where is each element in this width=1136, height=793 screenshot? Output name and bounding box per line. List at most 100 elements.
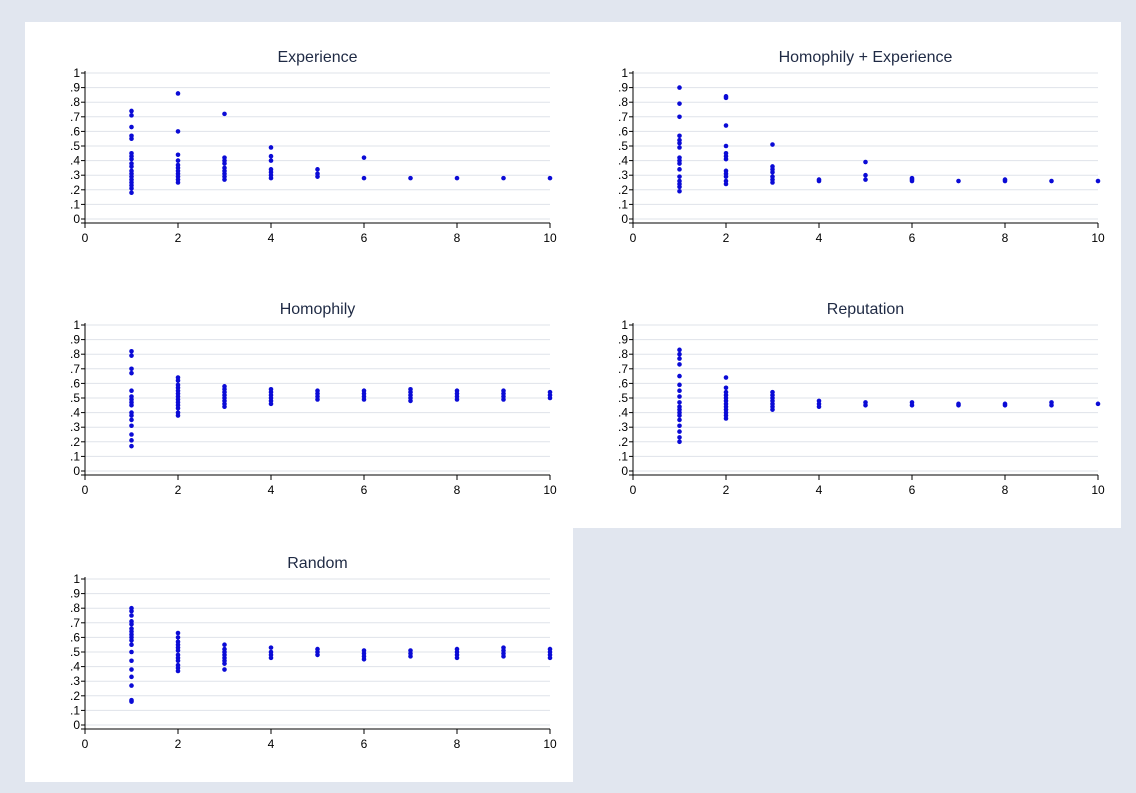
data-point: [175, 630, 181, 636]
data-point: [268, 645, 274, 650]
data-point: [677, 404, 682, 410]
x-tick-label: 4: [268, 483, 275, 497]
data-point: [268, 145, 274, 150]
y-tick-label: 1: [73, 318, 80, 332]
data-point: [175, 662, 181, 668]
data-point: [723, 123, 729, 128]
x-tick-label: 0: [82, 737, 89, 751]
data-point: [863, 159, 868, 165]
data-point: [129, 667, 134, 672]
data-point: [222, 155, 227, 160]
data-point: [677, 356, 682, 361]
data-point: [129, 626, 134, 631]
x-tick-label: 4: [816, 483, 823, 497]
y-tick-label: .5: [70, 645, 80, 659]
data-point: [723, 389, 729, 395]
x-tick-label: 2: [175, 483, 182, 497]
y-tick-label: .8: [618, 95, 628, 109]
y-tick-label: .2: [618, 183, 628, 197]
x-tick-label: 4: [268, 231, 275, 245]
y-tick-label: .7: [70, 110, 80, 124]
x-tick-label: 6: [361, 737, 368, 751]
data-point: [1049, 178, 1054, 184]
data-point: [408, 386, 413, 392]
y-tick-label: .9: [70, 81, 80, 95]
data-point: [175, 410, 181, 415]
y-tick-label: .2: [70, 183, 80, 197]
y-tick-label: .9: [618, 333, 628, 347]
x-tick-label: 2: [723, 483, 730, 497]
data-point: [1049, 400, 1054, 405]
y-tick-label: .7: [70, 616, 80, 630]
data-point: [129, 168, 134, 174]
y-tick-label: .4: [618, 406, 628, 420]
data-point: [547, 646, 553, 652]
x-tick-label: 10: [543, 231, 557, 245]
data-point: [175, 375, 181, 380]
data-point: [175, 162, 181, 168]
y-tick-label: .4: [70, 154, 80, 168]
x-tick-label: 2: [723, 231, 730, 245]
y-tick-label: .8: [70, 601, 80, 615]
data-point: [909, 400, 915, 405]
data-point: [677, 347, 682, 353]
data-point: [129, 353, 134, 358]
chart-title: Homophily + Experience: [779, 49, 953, 66]
y-tick-label: .8: [618, 347, 628, 361]
data-point: [129, 438, 134, 443]
data-point: [677, 174, 682, 179]
y-tick-label: .5: [618, 391, 628, 405]
y-tick-label: .4: [618, 154, 628, 168]
data-point: [222, 111, 227, 117]
x-tick-label: 6: [909, 483, 916, 497]
data-point: [863, 177, 868, 182]
data-point: [222, 165, 227, 171]
data-point: [723, 385, 729, 391]
data-point: [909, 175, 915, 181]
data-point: [408, 175, 413, 181]
data-point: [677, 114, 682, 120]
x-tick-label: 8: [454, 483, 461, 497]
y-tick-label: .7: [618, 362, 628, 376]
data-point: [129, 674, 134, 680]
data-point: [315, 167, 320, 172]
y-tick-label: .6: [70, 376, 80, 390]
data-point: [129, 348, 134, 354]
data-point: [129, 613, 134, 618]
data-point: [677, 382, 682, 388]
data-point: [677, 435, 682, 440]
data-point: [129, 619, 134, 624]
x-tick-label: 6: [909, 231, 916, 245]
data-point: [677, 101, 682, 106]
data-point: [175, 382, 181, 388]
y-tick-label: .1: [70, 449, 80, 463]
y-tick-label: 0: [621, 212, 628, 226]
x-tick-label: 6: [361, 483, 368, 497]
data-point: [129, 394, 134, 399]
y-tick-label: .5: [618, 139, 628, 153]
panel-experience: Experience 0.1.2.3.4.5.6.7.8.9 1 0 2 4 6 8 10: [25, 22, 573, 274]
data-point: [816, 177, 822, 182]
data-point: [129, 190, 134, 196]
panel-random: Random 0.1.2.3.4.5.6.7.8.9 1 0 2 4 6 8 10: [25, 528, 573, 782]
chart-title: Reputation: [827, 301, 904, 318]
data-point: [1002, 177, 1008, 182]
x-tick-label: 8: [1002, 231, 1009, 245]
x-tick-label: 4: [816, 231, 823, 245]
data-point: [129, 370, 134, 376]
data-point: [454, 646, 460, 652]
data-point: [129, 410, 134, 415]
data-point: [268, 158, 274, 163]
y-tick-label: .3: [618, 168, 628, 182]
y-tick-label: 0: [73, 718, 80, 732]
data-point: [454, 388, 460, 393]
data-point: [501, 175, 506, 181]
y-tick-label: 1: [621, 66, 628, 80]
y-tick-label: 0: [73, 212, 80, 226]
data-point: [1002, 401, 1008, 407]
data-point: [361, 155, 367, 160]
data-point: [129, 683, 134, 688]
y-tick-label: .7: [618, 110, 628, 124]
y-tick-label: .3: [618, 420, 628, 434]
